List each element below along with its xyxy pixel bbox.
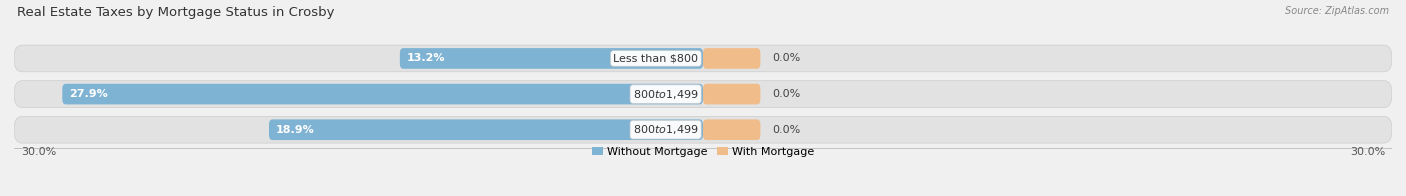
FancyBboxPatch shape bbox=[703, 119, 761, 140]
Legend: Without Mortgage, With Mortgage: Without Mortgage, With Mortgage bbox=[588, 142, 818, 162]
FancyBboxPatch shape bbox=[14, 81, 1392, 107]
Text: $800 to $1,499: $800 to $1,499 bbox=[633, 123, 699, 136]
FancyBboxPatch shape bbox=[399, 48, 703, 69]
FancyBboxPatch shape bbox=[14, 45, 1392, 72]
Text: 13.2%: 13.2% bbox=[406, 54, 446, 64]
FancyBboxPatch shape bbox=[703, 48, 761, 69]
Text: 0.0%: 0.0% bbox=[772, 54, 800, 64]
Text: Real Estate Taxes by Mortgage Status in Crosby: Real Estate Taxes by Mortgage Status in … bbox=[17, 6, 335, 19]
Text: 0.0%: 0.0% bbox=[772, 125, 800, 135]
FancyBboxPatch shape bbox=[703, 84, 761, 104]
Text: 30.0%: 30.0% bbox=[21, 147, 56, 157]
FancyBboxPatch shape bbox=[14, 116, 1392, 143]
Text: Source: ZipAtlas.com: Source: ZipAtlas.com bbox=[1285, 6, 1389, 16]
Text: 30.0%: 30.0% bbox=[1350, 147, 1385, 157]
Text: $800 to $1,499: $800 to $1,499 bbox=[633, 88, 699, 101]
Text: 18.9%: 18.9% bbox=[276, 125, 315, 135]
FancyBboxPatch shape bbox=[62, 84, 703, 104]
FancyBboxPatch shape bbox=[269, 119, 703, 140]
Text: Less than $800: Less than $800 bbox=[613, 54, 699, 64]
Text: 0.0%: 0.0% bbox=[772, 89, 800, 99]
Text: 27.9%: 27.9% bbox=[69, 89, 108, 99]
